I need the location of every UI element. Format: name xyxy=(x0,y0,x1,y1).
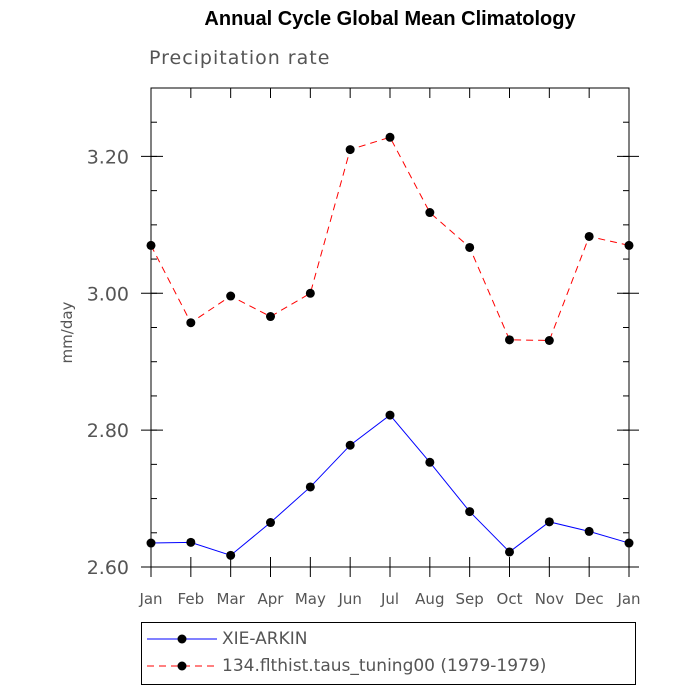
legend-entry-1: 134.flthist.taus_tuning00 (1979-1979) xyxy=(142,654,546,678)
x-tick-label: Nov xyxy=(535,590,564,608)
y-tick-label: 3.20 xyxy=(87,146,129,168)
series-0-point xyxy=(624,538,634,548)
series-0-point xyxy=(186,537,196,547)
series-0-point xyxy=(584,526,594,536)
series-1-point xyxy=(465,242,475,252)
series-1-point xyxy=(186,318,196,328)
series-1-point xyxy=(544,336,554,346)
x-tick-label: Jan xyxy=(138,590,162,608)
legend-label-0: XIE-ARKIN xyxy=(222,629,308,649)
legend-swatch-0 xyxy=(147,634,217,644)
series-1-point xyxy=(226,291,236,301)
series-1-point xyxy=(266,312,275,322)
x-tick-label: Feb xyxy=(178,590,205,608)
series-line-0 xyxy=(150,414,630,556)
legend-swatch-1 xyxy=(147,661,217,671)
x-tick-label: May xyxy=(295,590,326,608)
chart-subtitle: Precipitation rate xyxy=(149,47,331,69)
x-tick-label: Jan xyxy=(616,590,640,608)
y-axis-label: mm/day xyxy=(58,301,76,363)
series-0-point xyxy=(146,538,156,548)
series-1-point xyxy=(345,145,355,155)
y-tick-label: 2.60 xyxy=(87,557,129,579)
series-1-point xyxy=(584,231,594,241)
series-1-point xyxy=(385,132,395,142)
series-0-point xyxy=(544,517,554,527)
chart-title: Annual Cycle Global Mean Climatology xyxy=(204,8,576,30)
series-0-point xyxy=(385,410,395,420)
series-1-point xyxy=(146,240,156,250)
x-tick-label: Aug xyxy=(415,590,444,608)
x-tick-label: Apr xyxy=(258,590,285,608)
series-0-point xyxy=(345,440,355,450)
legend-label-1: 134.flthist.taus_tuning00 (1979-1979) xyxy=(222,656,547,676)
x-tick-label: Oct xyxy=(497,590,523,608)
plot-frame xyxy=(150,87,630,568)
series-1-point xyxy=(425,208,435,218)
series-0-point xyxy=(305,482,315,492)
x-tick-label: Dec xyxy=(575,590,604,608)
x-tick-label: Mar xyxy=(217,590,246,608)
series-line-1 xyxy=(150,136,630,342)
series-0-point xyxy=(465,507,475,517)
series-0-point xyxy=(266,518,275,528)
legend: XIE-ARKIN 134.flthist.taus_tuning00 (197… xyxy=(141,622,636,685)
x-tick-label: Jul xyxy=(380,590,399,608)
legend-entry-0: XIE-ARKIN xyxy=(142,627,307,651)
series-0-point xyxy=(505,547,514,557)
series-0-point xyxy=(226,550,236,560)
series-1-point xyxy=(305,288,315,298)
x-tick-label: Sep xyxy=(456,590,484,608)
y-tick-label: 2.80 xyxy=(87,420,129,442)
y-tick-label: 3.00 xyxy=(87,283,129,305)
series-1-point xyxy=(505,335,514,345)
series-0-point xyxy=(425,457,435,467)
series-1-point xyxy=(624,240,634,250)
x-tick-label: Jun xyxy=(337,590,361,608)
